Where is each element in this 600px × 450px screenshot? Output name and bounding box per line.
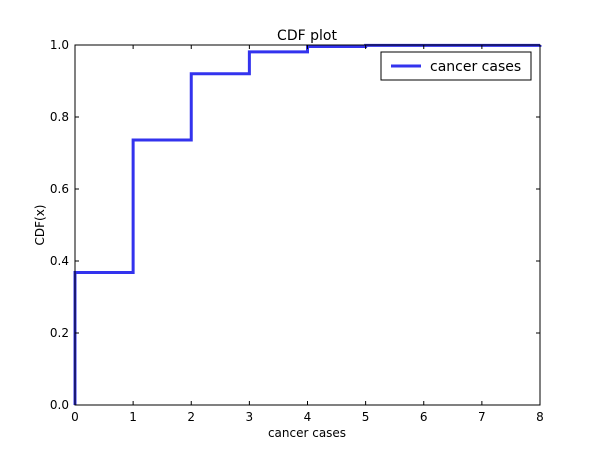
y-tick-label: 1.0: [50, 38, 69, 52]
y-tick-label: 0.8: [50, 110, 69, 124]
legend-label-cancer-cases: cancer cases: [430, 59, 521, 75]
x-tick-label: 3: [246, 410, 254, 424]
x-tick-label: 6: [420, 410, 428, 424]
x-axis-label: cancer cases: [268, 426, 346, 440]
x-tick-label: 1: [129, 410, 137, 424]
y-tick-label: 0.2: [50, 326, 69, 340]
y-tick-label: 0.4: [50, 254, 69, 268]
x-tick-label: 4: [304, 410, 312, 424]
x-axis: 0 1 2 3 4 5 6 7 8: [71, 45, 544, 424]
plot-frame: [74, 44, 541, 406]
y-axis-label: CDF(x): [33, 205, 47, 246]
x-tick-label: 0: [71, 410, 79, 424]
x-tick-label: 8: [536, 410, 544, 424]
y-tick-label: 0.6: [50, 182, 69, 196]
plot-area: [73, 43, 542, 406]
x-tick-label: 2: [187, 410, 195, 424]
x-tick-label: 5: [362, 410, 370, 424]
legend: cancer cases: [380, 51, 532, 81]
y-tick-label: 0.0: [50, 398, 69, 412]
x-tick-label: 7: [478, 410, 486, 424]
y-axis: 0.0 0.2 0.4 0.6 0.8 1.0: [50, 38, 540, 412]
series-layer: [73, 43, 542, 405]
series-line-cancer-cases: [73, 43, 542, 405]
chart-title: CDF plot: [277, 28, 337, 44]
